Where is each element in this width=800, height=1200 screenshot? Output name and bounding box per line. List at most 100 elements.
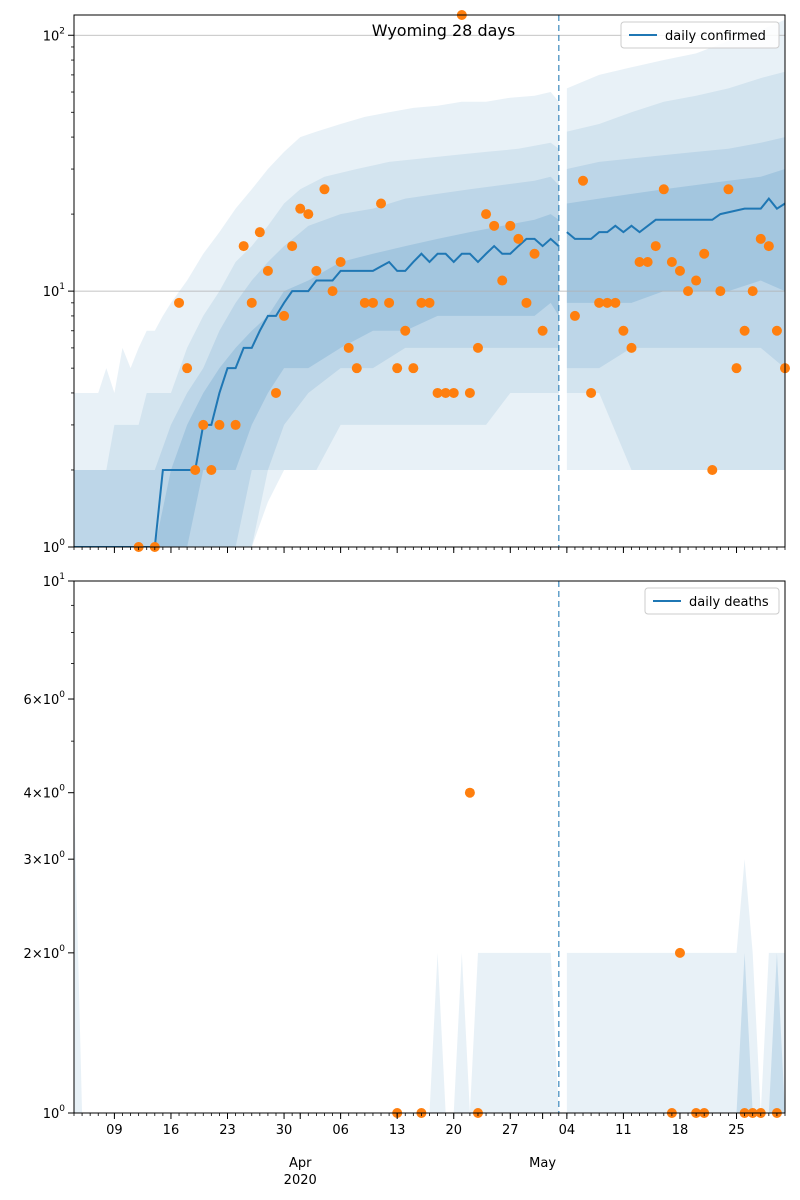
median-line: [566, 196, 785, 240]
x-tick-label: 11: [615, 1123, 632, 1138]
observed-point: [505, 220, 516, 231]
y-tick-label: 101: [43, 282, 65, 300]
observed-point: [327, 286, 338, 297]
observed-point: [691, 275, 702, 286]
legend-box: [644, 587, 780, 615]
legend-label: daily deaths: [689, 595, 769, 610]
observed-point: [618, 325, 629, 336]
observed-point: [359, 297, 370, 308]
observed-point: [489, 220, 500, 231]
observed-point: [424, 297, 435, 308]
observed-point: [335, 256, 346, 267]
confirmed-panel: 100 101 102 Wyoming 28 days daily confirmed: [43, 10, 790, 556]
deaths-panel: 100 2×100 3×100 4×100 6×100 101 daily deaths: [24, 572, 786, 1122]
observed-point: [416, 297, 427, 308]
y-tick-label: 6×100: [24, 690, 66, 708]
observed-point: [270, 387, 281, 398]
uncertainty-band-inner: [74, 176, 559, 547]
legend: daily confirmed: [620, 21, 780, 49]
observed-point: [707, 464, 718, 475]
observed-point: [771, 325, 782, 336]
observed-point: [384, 297, 395, 308]
observed-point: [319, 184, 330, 195]
observed-point: [747, 286, 758, 297]
observed-point: [763, 241, 774, 252]
observed-point: [464, 387, 475, 398]
observed-point: [586, 387, 597, 398]
observed-point: [343, 342, 354, 353]
observed-point: [206, 464, 217, 475]
x-year-label: 2020: [284, 1173, 317, 1188]
observed-point: [658, 184, 669, 195]
observed-point: [739, 325, 750, 336]
observed-point: [198, 419, 209, 430]
y-tick-label: 100: [43, 1104, 66, 1122]
observed-point: [246, 297, 257, 308]
legend-box: [620, 21, 780, 49]
observed-point: [400, 325, 411, 336]
uncertainty-band-outer: [74, 92, 559, 547]
legend-label: daily confirmed: [665, 29, 766, 44]
uncertainty-band-outer: [566, 859, 785, 1113]
uncertainty-band-inner: [566, 137, 785, 369]
chart-title: Wyoming 28 days: [372, 21, 515, 40]
uncertainty-band-core: [736, 952, 785, 1113]
x-tick-label: 13: [389, 1123, 406, 1138]
observed-point: [699, 248, 710, 259]
observed-point: [594, 297, 605, 308]
x-tick-label: 20: [445, 1123, 462, 1138]
observed-point: [715, 286, 726, 297]
x-tick-label: 27: [502, 1123, 519, 1138]
observed-point: [650, 241, 661, 252]
uncertainty-band-core: [74, 214, 559, 547]
x-tick-label: 18: [672, 1123, 689, 1138]
plot-area: [74, 19, 785, 547]
observed-point: [279, 310, 290, 321]
y-tick-label: 2×100: [24, 944, 66, 962]
y-axis: 100 101 102: [43, 26, 74, 556]
observed-point: [513, 233, 524, 244]
x-tick-label: 16: [163, 1123, 180, 1138]
observed-point: [303, 209, 314, 220]
x-month-label: Apr: [289, 1156, 312, 1171]
observed-point: [674, 947, 685, 958]
shared-x-axis: 09 16 23 30 06 13 20 27 04 11 18 25 Apr 2020 May: [106, 1113, 745, 1188]
x-axis: [73, 1113, 786, 1119]
observed-point: [602, 297, 613, 308]
observed-point: [683, 286, 694, 297]
observed-point: [529, 248, 540, 259]
observed-point: [642, 256, 653, 267]
observed-point: [440, 387, 451, 398]
observed-point: [755, 233, 766, 244]
observed-point: [238, 241, 249, 252]
observed-point: [464, 787, 475, 798]
observed-point: [254, 227, 265, 238]
uncertainty-band-middle: [74, 142, 559, 547]
x-tick-label: 04: [559, 1123, 576, 1138]
y-tick-label: 4×100: [24, 784, 66, 802]
y-tick-label: 3×100: [24, 850, 66, 868]
x-tick-label: 25: [728, 1123, 745, 1138]
observed-point: [537, 325, 548, 336]
x-tick-label: 09: [106, 1123, 123, 1138]
uncertainty-band-core: [566, 169, 785, 303]
observed-point: [230, 419, 241, 430]
observed-point: [311, 265, 322, 276]
observed-point: [351, 363, 362, 374]
y-tick-label: 101: [43, 572, 65, 590]
observed-point: [634, 256, 645, 267]
observed-point: [569, 310, 580, 321]
x-tick-label: 30: [276, 1123, 293, 1138]
observed-point: [392, 363, 403, 374]
observed-point: [408, 363, 419, 374]
plot-area: [74, 581, 785, 1113]
y-tick-label: 100: [43, 538, 66, 556]
observed-point: [731, 363, 742, 374]
legend: daily deaths: [644, 587, 780, 615]
observed-point: [723, 184, 734, 195]
observed-point: [472, 342, 483, 353]
uncertainty-band-outer: [74, 792, 559, 1113]
observed-point: [182, 363, 193, 374]
observed-point: [190, 464, 201, 475]
